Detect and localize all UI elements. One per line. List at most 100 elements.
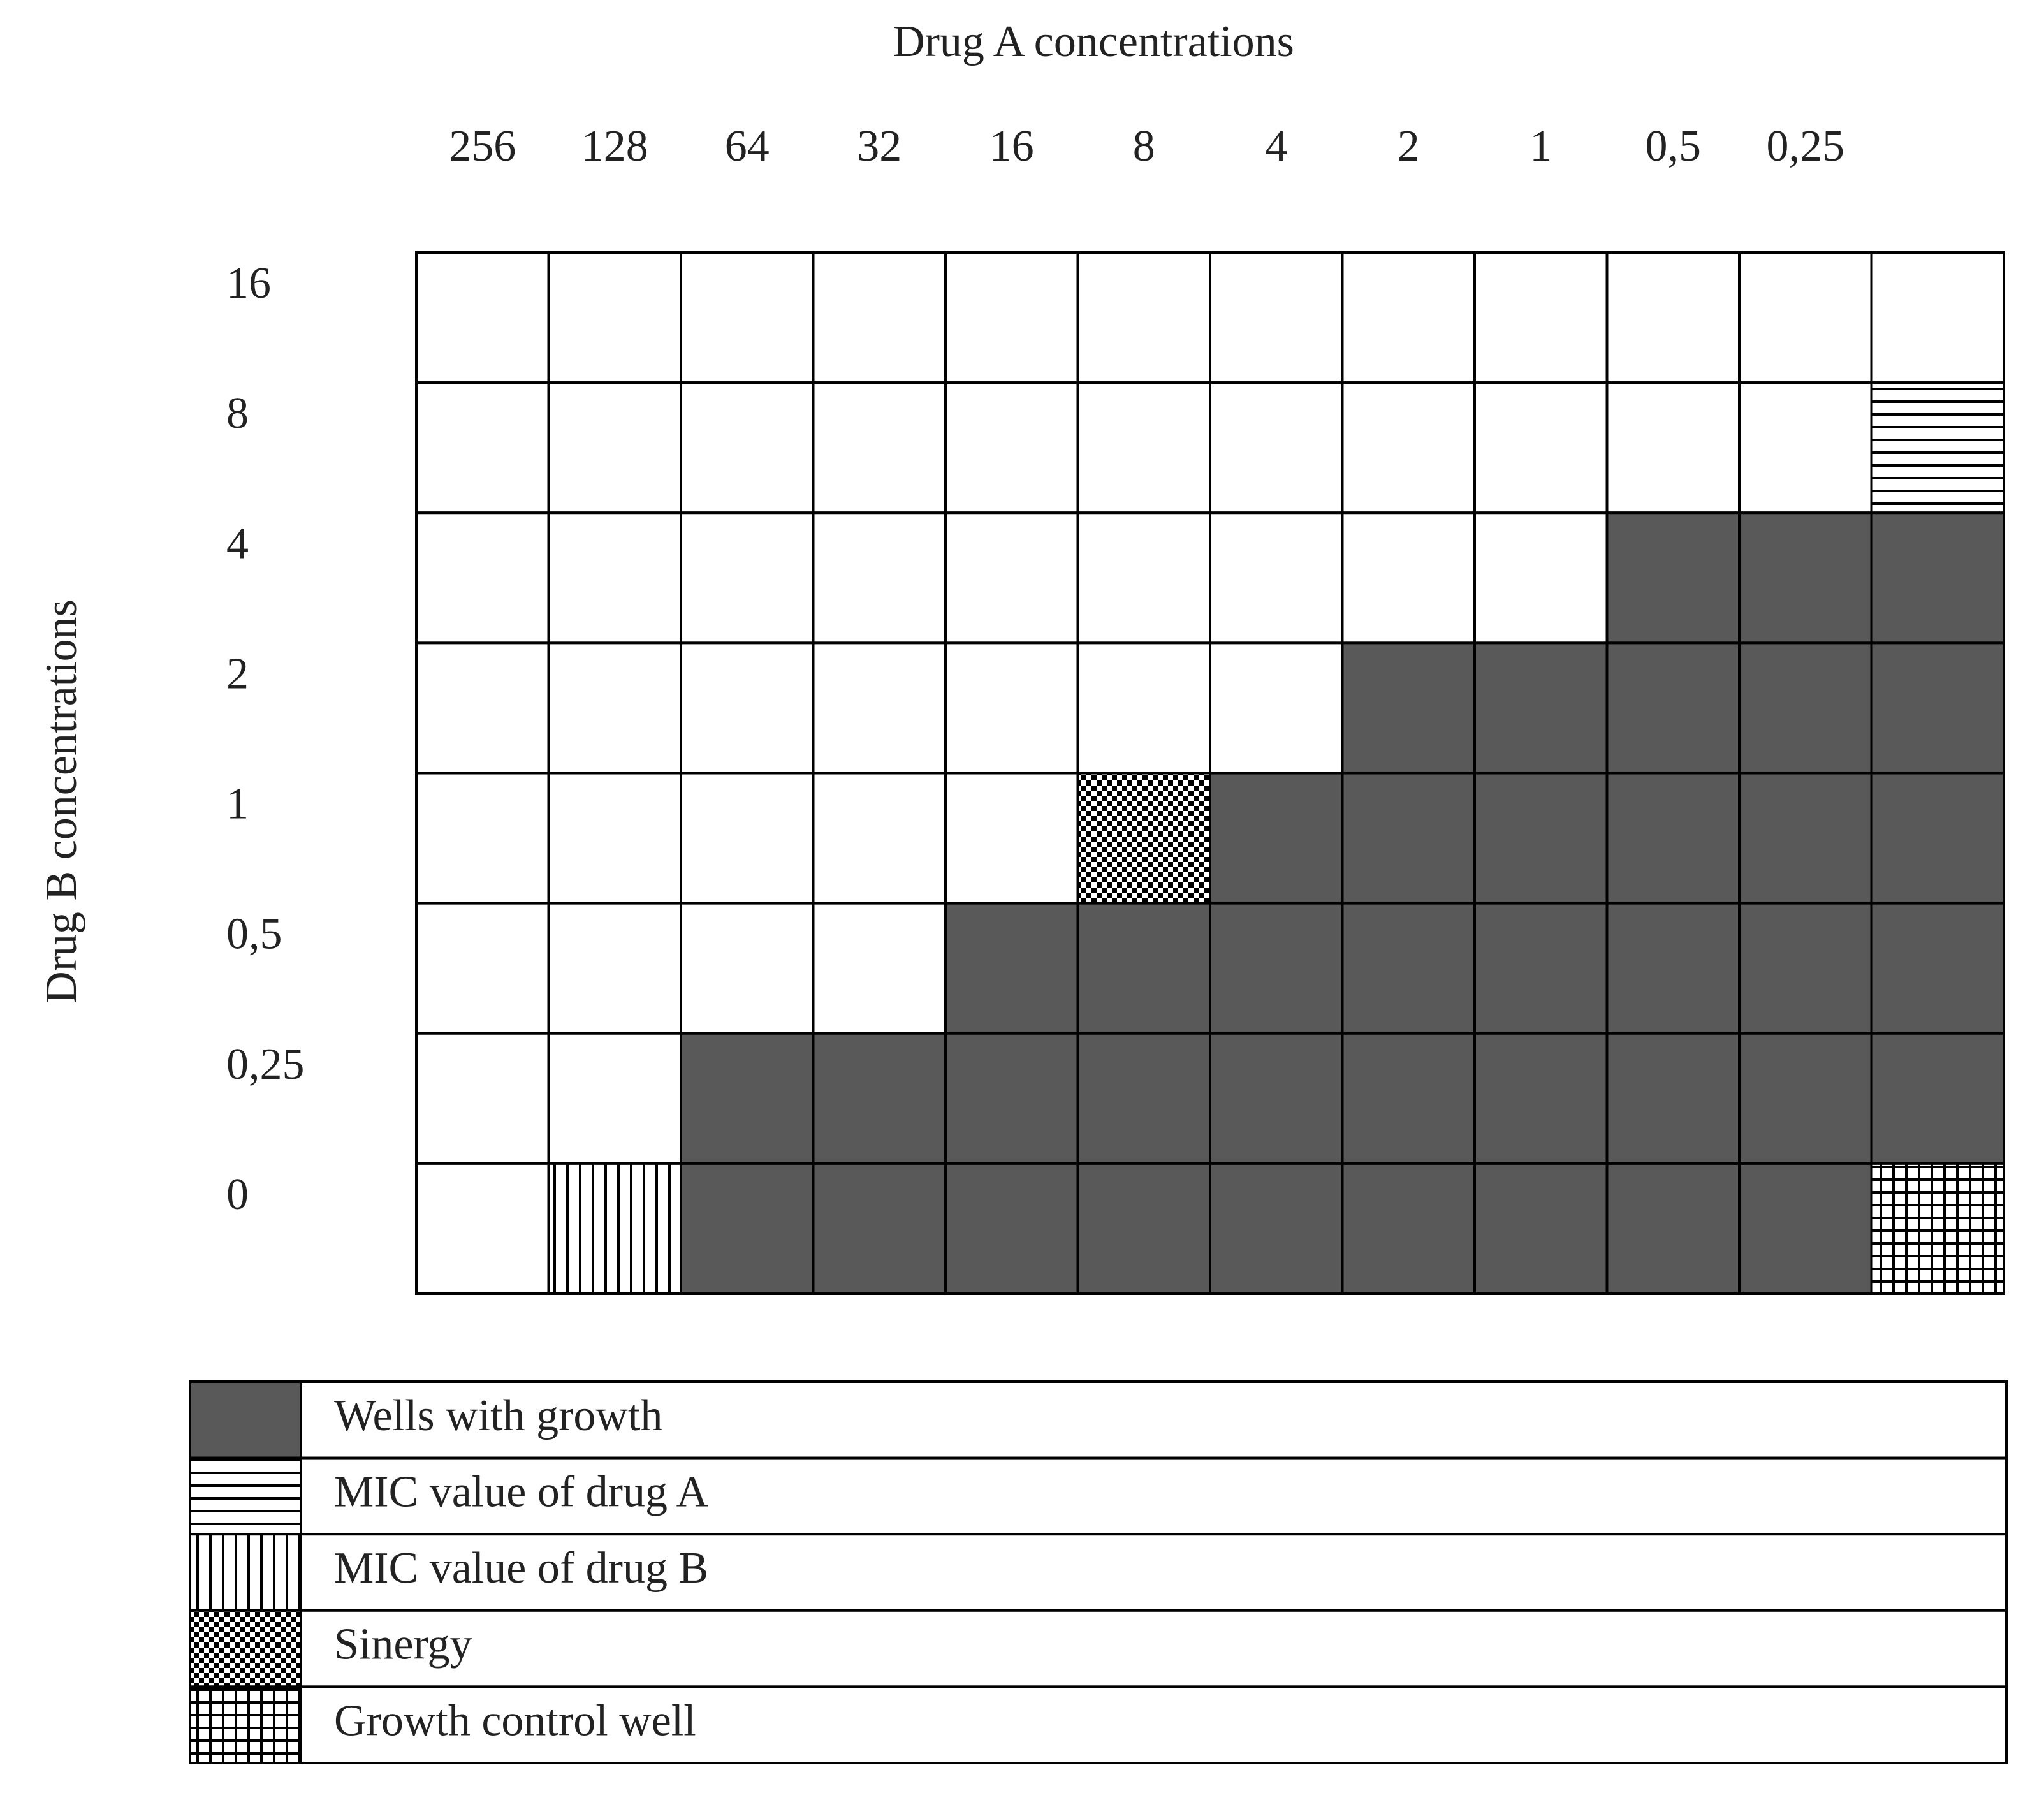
well [944,1162,1079,1295]
well [1076,772,1211,905]
column-label: 32 [857,122,902,171]
well [944,772,1079,905]
well [1738,251,1873,384]
well [1473,511,1609,645]
column-label: 16 [989,122,1034,171]
column-label: 128 [581,122,648,171]
well [1341,902,1476,1035]
well [812,381,947,515]
well [1076,902,1211,1035]
well [1870,902,2005,1035]
legend-swatch [189,1609,302,1688]
legend-swatch [189,1380,302,1460]
well [680,381,815,515]
well [1473,902,1609,1035]
well [1605,251,1741,384]
well [1605,641,1741,775]
well [1473,251,1609,384]
well [1076,511,1211,645]
well [1209,511,1344,645]
row-label: 0 [226,1170,249,1219]
legend-row [189,1380,2008,1460]
well [1209,381,1344,515]
column-label: 256 [449,122,516,171]
well [944,902,1079,1035]
column-label: 0,5 [1646,122,1702,171]
well [1605,381,1741,515]
row-label: 2 [226,649,249,698]
well [1209,902,1344,1035]
well [415,1162,550,1295]
row-label: 0,5 [226,910,282,959]
well [415,1032,550,1165]
well [1076,641,1211,775]
row-label: 4 [226,519,249,568]
y-axis-label: Drug B concentrations [37,599,86,1004]
legend: Wells with growth MIC value of drug A MIC … [189,1380,2008,1764]
well [1605,1032,1741,1165]
well [1738,381,1873,515]
well [1341,772,1476,905]
legend-label: Growth control well [334,1696,696,1745]
well [944,381,1079,515]
well [812,1162,947,1295]
well [680,251,815,384]
well [415,381,550,515]
well [1870,641,2005,775]
well [812,902,947,1035]
well [547,381,682,515]
well [812,772,947,905]
well [547,641,682,775]
well [1738,511,1873,645]
well [812,641,947,775]
well [1738,1032,1873,1165]
well [1738,641,1873,775]
well [1870,1162,2005,1295]
well [944,1032,1079,1165]
well [812,511,947,645]
well [1473,641,1609,775]
well [1605,902,1741,1035]
well [944,251,1079,384]
column-label: 1 [1529,122,1552,171]
well [680,1032,815,1165]
well [680,902,815,1035]
legend-row [189,1533,2008,1612]
well [1738,772,1873,905]
well [944,511,1079,645]
well [1473,381,1609,515]
row-label: 8 [226,389,249,438]
well [1209,641,1344,775]
well [1341,641,1476,775]
well [1870,1032,2005,1165]
well [1870,251,2005,384]
well [812,251,947,384]
column-label: 4 [1265,122,1287,171]
column-label: 2 [1398,122,1420,171]
well [1738,1162,1873,1295]
legend-swatch [189,1533,302,1612]
well [1605,511,1741,645]
plate-grid: 256 128 64 32 16 8 4 2 1 0,5 0,25 16 8 4 2 1 0,5 0,25 0 [226,122,2005,1295]
well [547,251,682,384]
legend-label: MIC value of drug B [334,1544,708,1593]
well [1076,1032,1211,1165]
well [680,772,815,905]
well [1473,1162,1609,1295]
column-label: 64 [725,122,770,171]
column-label: 8 [1133,122,1155,171]
well [1605,772,1741,905]
well [1341,511,1476,645]
legend-row [189,1456,2008,1536]
title: Drug A concentrations [893,17,1294,66]
well [1076,251,1211,384]
well [547,511,682,645]
well [1209,772,1344,905]
column-label: 0,25 [1767,122,1845,171]
row-label: 0,25 [226,1040,305,1089]
well [415,251,550,384]
row-label: 16 [226,259,271,308]
well [680,641,815,775]
well [547,1032,682,1165]
